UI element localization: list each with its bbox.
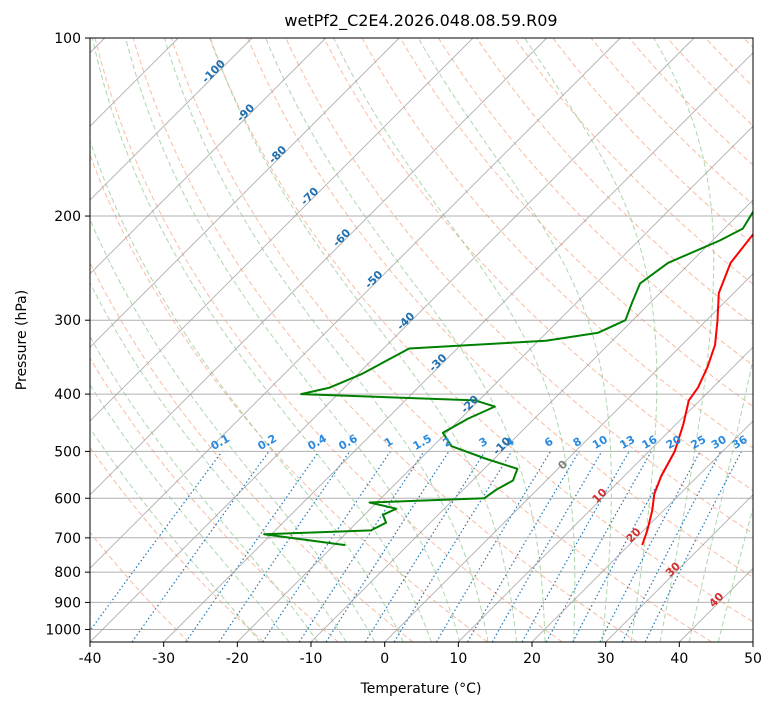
moist-adiabat — [90, 139, 404, 642]
isotherm-line — [163, 52, 753, 642]
isotherm-lines — [90, 38, 753, 642]
x-tick-label: 20 — [523, 651, 541, 667]
isotherm-line — [531, 420, 753, 642]
dry-adiabat — [90, 531, 190, 642]
moist-adiabat — [209, 38, 517, 642]
isotherm-line — [90, 38, 474, 422]
dry-adiabat — [476, 38, 753, 326]
isotherm-line — [90, 38, 400, 348]
dry-adiabat — [90, 261, 414, 642]
x-tick-label: -40 — [79, 651, 102, 667]
y-tick-label: 600 — [54, 491, 81, 507]
y-axis: 1000 900 800 700 600 500 400 300 200 100 — [45, 31, 90, 638]
x-tick-label: 0 — [380, 651, 389, 667]
moist-adiabat — [688, 356, 753, 642]
mixing-ratio-line — [131, 451, 270, 642]
pressure-gridlines — [90, 38, 753, 630]
y-tick-label: 1000 — [45, 622, 81, 638]
y-tick-label: 400 — [54, 387, 81, 403]
dry-adiabat — [170, 38, 712, 642]
dry-adiabat — [94, 38, 563, 642]
dry-adiabat — [590, 38, 753, 206]
isotherm-line — [236, 125, 753, 642]
y-tick-label: 900 — [54, 595, 81, 611]
y-tick-label: 300 — [54, 313, 81, 329]
isotherm-line — [605, 494, 753, 642]
y-tick-label: 700 — [54, 531, 81, 547]
isotherm-line — [90, 38, 621, 569]
x-tick-label: -10 — [300, 651, 323, 667]
isotherm-line — [90, 38, 548, 496]
mixing-ratio-line — [466, 451, 580, 642]
plot-frame — [89, 37, 754, 643]
mixing-ratio-line — [90, 451, 223, 632]
dry-adiabat — [399, 38, 753, 408]
moist-adiabat — [90, 335, 319, 642]
moist-adiabat — [265, 38, 546, 642]
moist-adiabats — [90, 38, 753, 642]
dry-adiabat — [323, 38, 753, 492]
dry-adiabat — [552, 38, 753, 245]
dry-adiabat — [90, 357, 339, 642]
isotherm-line — [90, 38, 327, 275]
moist-adiabat — [90, 427, 261, 642]
mixing-ratio-line — [435, 451, 552, 642]
isotherm-line — [457, 346, 753, 642]
x-axis-label: Temperature (°C) — [360, 681, 482, 697]
moist-adiabat — [125, 38, 461, 642]
mixing-ratio-line — [218, 451, 351, 642]
moist-adiabat — [333, 38, 576, 642]
dewpoint-line — [263, 210, 753, 547]
temperature-line — [641, 232, 753, 546]
chart-title: wetPf2_C2E4.2026.048.08.59.R09 — [284, 11, 557, 31]
isotherm-line — [90, 38, 695, 642]
mixing-ratio-line — [364, 451, 486, 642]
moist-adiabat — [91, 38, 432, 642]
mixing-ratio-line — [545, 451, 652, 642]
x-axis: -40 -30 -20 -10 0 10 20 30 40 50 — [79, 642, 762, 667]
y-tick-label: 800 — [54, 565, 81, 581]
moist-adiabat — [90, 281, 347, 642]
dry-adiabat — [437, 38, 753, 366]
x-tick-label: 30 — [597, 651, 615, 667]
y-axis-label: Pressure (hPa) — [14, 290, 30, 390]
moist-adiabat — [163, 38, 489, 642]
isotherm-line — [752, 641, 753, 642]
x-tick-label: 10 — [449, 651, 467, 667]
x-tick-label: 50 — [744, 651, 762, 667]
dry-adiabat — [90, 153, 488, 642]
moist-adiabat — [417, 38, 612, 642]
isotherm-line — [90, 38, 253, 201]
isotherm-line — [384, 273, 753, 642]
moist-adiabat — [653, 38, 715, 642]
dry-adiabat — [285, 38, 753, 535]
mixing-ratio-line — [491, 451, 603, 642]
moist-adiabat — [717, 506, 753, 642]
dry-adiabat — [247, 38, 753, 578]
dry-adiabat — [132, 38, 638, 642]
mixing-ratio-line — [393, 451, 513, 642]
y-tick-label: 500 — [54, 444, 81, 460]
y-tick-label: 100 — [54, 31, 81, 47]
moist-adiabat — [90, 383, 290, 642]
moist-adiabat — [90, 218, 376, 642]
mixing-ratio-line — [521, 451, 630, 642]
moist-adiabat — [524, 38, 658, 642]
mixing-ratio-line — [325, 451, 450, 642]
profile-series — [263, 210, 753, 547]
isotherm-line — [310, 199, 753, 642]
dry-adiabat — [209, 38, 753, 623]
y-tick-label: 200 — [54, 209, 81, 225]
x-tick-label: -30 — [152, 651, 175, 667]
x-tick-label: 40 — [670, 651, 688, 667]
x-tick-label: -20 — [226, 651, 249, 667]
plot-area: 0.1 0.2 0.4 0.6 1 1.5 2 3 4 6 8 10 13 16 20 25 30 36-100-… — [90, 38, 753, 642]
